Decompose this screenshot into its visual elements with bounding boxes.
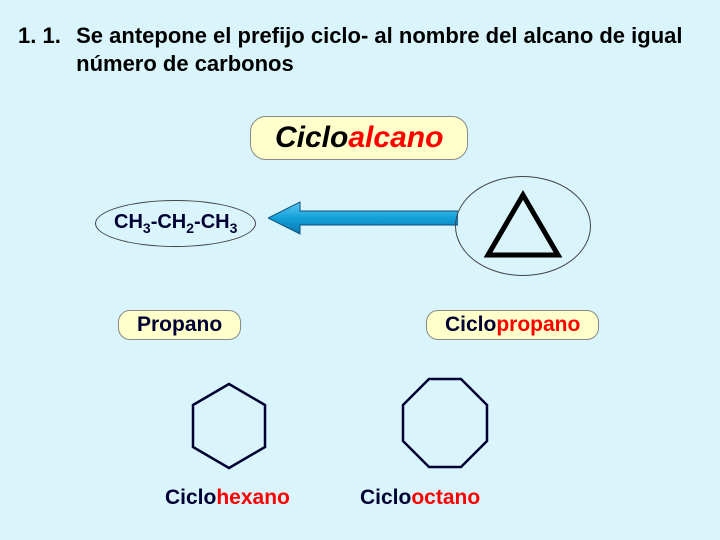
- title-suffix: alcano: [348, 121, 443, 154]
- heading-number: 1. 1.: [18, 22, 70, 50]
- ciclohexano-suffix: hexano: [216, 486, 290, 509]
- propano-text: Propano: [137, 313, 222, 336]
- ciclopropano-suffix: propano: [496, 313, 580, 336]
- title-cicloalcano: Cicloalcano: [250, 116, 468, 160]
- label-ciclooctano: Ciclooctano: [360, 486, 480, 510]
- octagon-shape: [395, 373, 495, 478]
- section-heading: 1. 1. Se antepone el prefijo ciclo- al n…: [18, 22, 702, 77]
- ciclooctano-prefix: Ciclo: [360, 486, 411, 509]
- label-propano: Propano: [118, 310, 241, 340]
- cyclopropane-bubble: [455, 176, 591, 276]
- ciclooctano-suffix: octano: [411, 486, 480, 509]
- ciclohexano-prefix: Ciclo: [165, 486, 216, 509]
- heading-text: Se antepone el prefijo ciclo- al nombre …: [76, 22, 696, 77]
- arrow-left: [268, 200, 458, 236]
- label-ciclohexano: Ciclohexano: [165, 486, 290, 510]
- propane-formula-bubble: CH3-CH2-CH3: [95, 200, 256, 247]
- ciclopropano-prefix: Ciclo: [445, 313, 496, 336]
- hexagon-shape: [189, 380, 269, 477]
- label-ciclopropano: Ciclopropano: [426, 310, 599, 340]
- title-prefix: Ciclo: [275, 121, 348, 154]
